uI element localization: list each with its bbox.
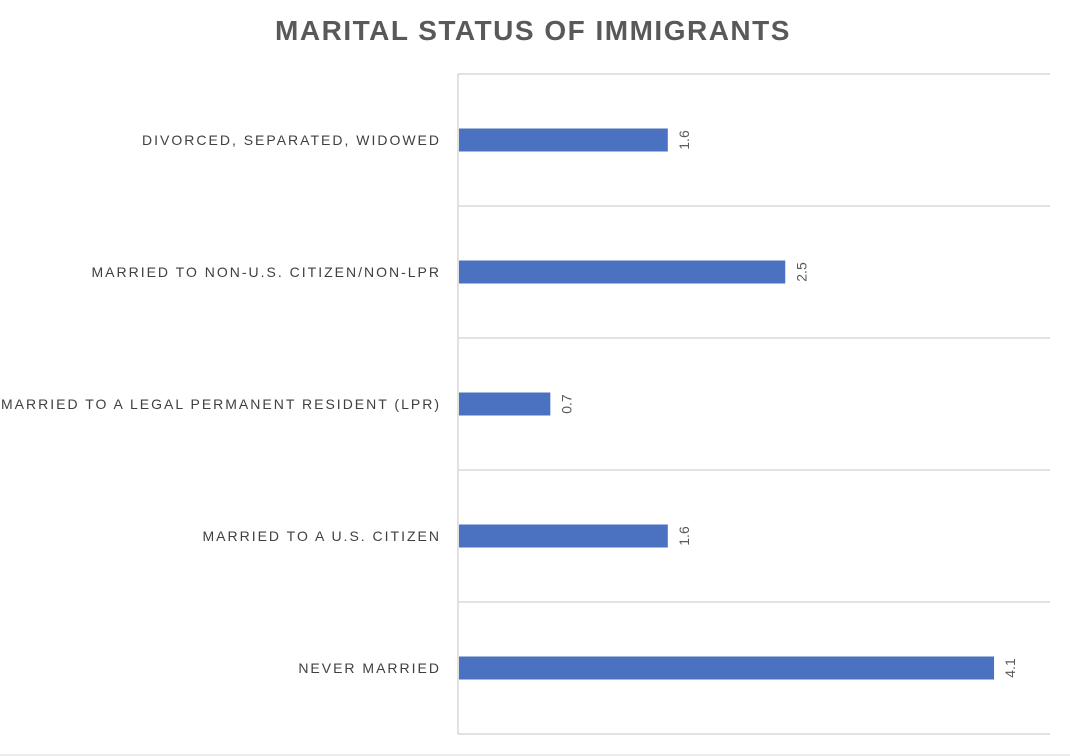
data-labels: 1.6 2.5 0.7 1.6 4.1 [558, 130, 1018, 678]
category-labels: DIVORCED, SEPARATED, WIDOWED MARRIED TO N… [1, 132, 441, 676]
category-label: MARRIED TO A U.S. CITIZEN [202, 528, 441, 544]
data-label: 2.5 [793, 262, 809, 282]
data-label: 4.1 [1002, 658, 1018, 678]
bars [459, 128, 995, 680]
bar [459, 524, 668, 548]
data-label: 0.7 [558, 394, 574, 414]
category-label: DIVORCED, SEPARATED, WIDOWED [142, 132, 441, 148]
data-label: 1.6 [676, 526, 692, 546]
gridlines [458, 73, 1050, 735]
bar [459, 392, 551, 416]
bar [459, 656, 995, 680]
category-label: MARRIED TO A LEGAL PERMANENT RESIDENT (L… [1, 396, 441, 412]
category-label: MARRIED TO NON-U.S. CITIZEN/NON-LPR [91, 264, 441, 280]
bar [459, 260, 786, 284]
category-label: NEVER MARRIED [298, 660, 441, 676]
data-label: 1.6 [676, 130, 692, 150]
chart-title: MARITAL STATUS OF IMMIGRANTS [275, 15, 791, 46]
bar [459, 128, 668, 152]
